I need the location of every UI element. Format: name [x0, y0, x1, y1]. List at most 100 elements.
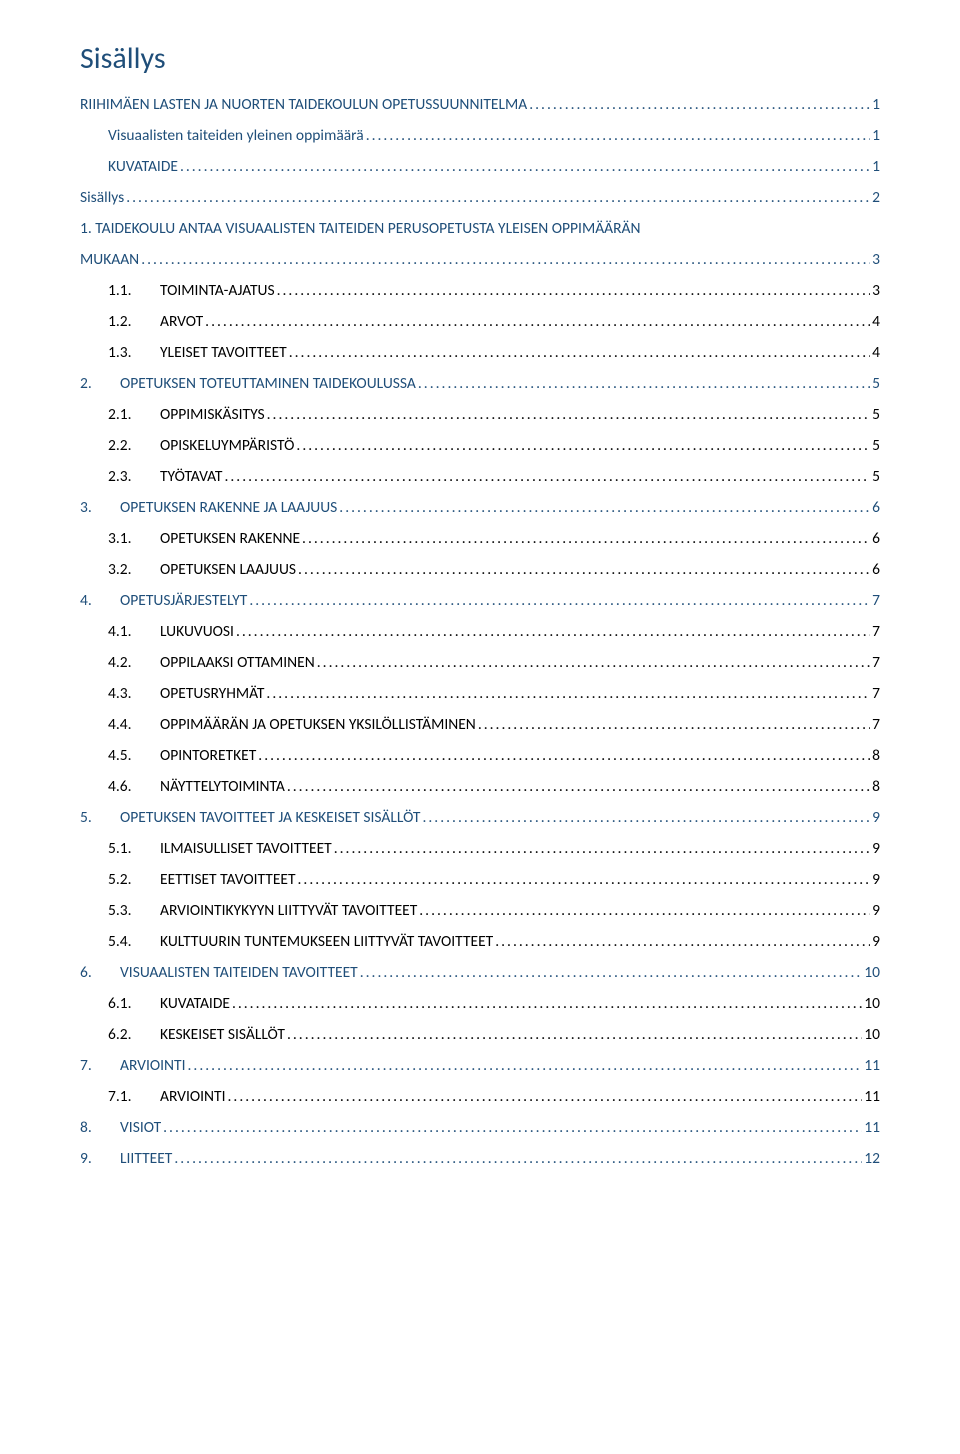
toc-entry-label: 5.OPETUKSEN TAVOITTEET JA KESKEISET SISÄ…	[80, 802, 420, 833]
toc-entry[interactable]: 4.2.OPPILAAKSI OTTAMINEN 7	[80, 647, 880, 678]
toc-entry-number: 6.1.	[108, 988, 160, 1019]
toc-entry-page: 9	[872, 926, 880, 957]
toc-entry-label: 4.2.OPPILAAKSI OTTAMINEN	[108, 647, 315, 678]
toc-entry-label: 4.3.OPETUSRYHMÄT	[108, 678, 264, 709]
toc-entry[interactable]: 7.ARVIOINTI 11	[80, 1050, 880, 1081]
toc-entry-label: 2.3.TYÖTAVAT	[108, 461, 222, 492]
toc-entry-page: 1	[872, 120, 880, 151]
toc-entry[interactable]: 5.2.EETTISET TAVOITTEET 9	[80, 864, 880, 895]
toc-entry-page: 9	[872, 802, 880, 833]
toc-leader	[478, 709, 870, 740]
toc-entry-number: 2.3.	[108, 461, 160, 492]
toc-entry-label: RIIHIMÄEN LASTEN JA NUORTEN TAIDEKOULUN …	[80, 89, 527, 120]
toc-leader	[298, 554, 870, 585]
toc-entry[interactable]: 4.4.OPPIMÄÄRÄN JA OPETUKSEN YKSILÖLLISTÄ…	[80, 709, 880, 740]
toc-entry-label: 1. TAIDEKOULU ANTAA VISUAALISTEN TAITEID…	[80, 213, 641, 244]
toc-leader	[334, 833, 870, 864]
toc-entry[interactable]: Sisällys 2	[80, 182, 880, 213]
toc-entry-number: 8.	[80, 1112, 120, 1143]
toc-entry-label: 5.1.ILMAISULLISET TAVOITTEET	[108, 833, 332, 864]
toc-leader	[317, 647, 870, 678]
toc-entry[interactable]: 4.5.OPINTORETKET 8	[80, 740, 880, 771]
toc-entry[interactable]: Visuaalisten taiteiden yleinen oppimäärä…	[80, 120, 880, 151]
toc-entry-label: 6.VISUAALISTEN TAITEIDEN TAVOITTEET	[80, 957, 358, 988]
toc-entry[interactable]: 7.1.ARVIOINTI 11	[80, 1081, 880, 1112]
toc-entry-number: 2.1.	[108, 399, 160, 430]
toc-entry-page: 5	[872, 461, 880, 492]
toc-entry-label: 4.6.NÄYTTELYTOIMINTA	[108, 771, 285, 802]
toc-entry-page: 7	[872, 709, 880, 740]
toc-entry-label: Sisällys	[80, 182, 124, 213]
toc-leader	[163, 1112, 862, 1143]
toc-entry-page: 11	[864, 1050, 880, 1081]
toc-leader	[277, 275, 871, 306]
toc-entry[interactable]: 2.2.OPISKELUYMPÄRISTÖ 5	[80, 430, 880, 461]
toc-leader	[232, 988, 862, 1019]
toc-entry[interactable]: 6.2.KESKEISET SISÄLLÖT 10	[80, 1019, 880, 1050]
toc-entry-number: 5.4.	[108, 926, 160, 957]
toc-entry[interactable]: 1. TAIDEKOULU ANTAA VISUAALISTEN TAITEID…	[80, 213, 880, 244]
toc-entry[interactable]: 4.OPETUSJÄRJESTELYT 7	[80, 585, 880, 616]
toc-entry[interactable]: 8.VISIOT 11	[80, 1112, 880, 1143]
toc-entry-page: 9	[872, 833, 880, 864]
toc-entry[interactable]: 2.3.TYÖTAVAT 5	[80, 461, 880, 492]
toc-entry-label: 3.OPETUKSEN RAKENNE JA LAAJUUS	[80, 492, 337, 523]
toc-leader	[141, 244, 870, 275]
toc-entry-page: 8	[872, 740, 880, 771]
toc-entry[interactable]: 1.2.ARVOT 4	[80, 306, 880, 337]
toc-entry[interactable]: 3.2.OPETUKSEN LAAJUUS 6	[80, 554, 880, 585]
toc-entry[interactable]: KUVATAIDE 1	[80, 151, 880, 182]
toc-entry[interactable]: 2.OPETUKSEN TOTEUTTAMINEN TAIDEKOULUSSA …	[80, 368, 880, 399]
toc-entry[interactable]: 5.OPETUKSEN TAVOITTEET JA KESKEISET SISÄ…	[80, 802, 880, 833]
toc-entry[interactable]: 4.6.NÄYTTELYTOIMINTA 8	[80, 771, 880, 802]
toc-entry[interactable]: 4.1.LUKUVUOSI 7	[80, 616, 880, 647]
toc-entry[interactable]: 5.3.ARVIOINTIKYKYYN LIITTYVÄT TAVOITTEET…	[80, 895, 880, 926]
toc-entry[interactable]: 4.3.OPETUSRYHMÄT 7	[80, 678, 880, 709]
toc-entry[interactable]: 2.1.OPPIMISKÄSITYS 5	[80, 399, 880, 430]
toc-entry[interactable]: MUKAAN 3	[80, 244, 880, 275]
toc-entry-label: MUKAAN	[80, 244, 139, 275]
toc-leader	[298, 864, 871, 895]
toc-entry-number: 4.1.	[108, 616, 160, 647]
toc-entry[interactable]: 6.VISUAALISTEN TAITEIDEN TAVOITTEET 10	[80, 957, 880, 988]
toc-entry-label: 4.4.OPPIMÄÄRÄN JA OPETUKSEN YKSILÖLLISTÄ…	[108, 709, 476, 740]
toc-leader	[287, 771, 870, 802]
toc-entry-page: 10	[864, 957, 880, 988]
toc-entry-page: 7	[872, 616, 880, 647]
toc-entry-label: 1.1.TOIMINTA-AJATUS	[108, 275, 275, 306]
toc-leader	[126, 182, 870, 213]
toc-entry[interactable]: 6.1.KUVATAIDE 10	[80, 988, 880, 1019]
toc-entry-number: 5.1.	[108, 833, 160, 864]
toc-leader	[266, 678, 870, 709]
toc-entry[interactable]: 3.OPETUKSEN RAKENNE JA LAAJUUS 6	[80, 492, 880, 523]
toc-entry-number: 2.2.	[108, 430, 160, 461]
toc-entry-label: 2.OPETUKSEN TOTEUTTAMINEN TAIDEKOULUSSA	[80, 368, 416, 399]
toc-entry-page: 8	[872, 771, 880, 802]
toc-entry-page: 4	[872, 306, 880, 337]
toc-entry-label: 1.3.YLEISET TAVOITTEET	[108, 337, 287, 368]
toc-entry-label: 5.2.EETTISET TAVOITTEET	[108, 864, 296, 895]
toc-leader	[287, 1019, 862, 1050]
toc-entry-label: 4.1.LUKUVUOSI	[108, 616, 234, 647]
toc-entry-number: 6.	[80, 957, 120, 988]
toc-entry[interactable]: 3.1.OPETUKSEN RAKENNE 6	[80, 523, 880, 554]
toc-entry[interactable]: 9.LIITTEET 12	[80, 1143, 880, 1174]
toc-entry-page: 6	[872, 554, 880, 585]
toc-leader	[267, 399, 871, 430]
toc-entry-number: 1.2.	[108, 306, 160, 337]
toc-entry-number: 4.	[80, 585, 120, 616]
toc-entry[interactable]: 5.4.KULTTUURIN TUNTEMUKSEEN LIITTYVÄT TA…	[80, 926, 880, 957]
toc-entry[interactable]: RIIHIMÄEN LASTEN JA NUORTEN TAIDEKOULUN …	[80, 89, 880, 120]
toc-leader	[296, 430, 870, 461]
toc-entry-page: 5	[872, 399, 880, 430]
toc-entry[interactable]: 1.1.TOIMINTA-AJATUS 3	[80, 275, 880, 306]
toc-leader	[188, 1050, 863, 1081]
toc-leader	[419, 895, 870, 926]
toc-entry[interactable]: 5.1.ILMAISULLISET TAVOITTEET 9	[80, 833, 880, 864]
toc-entry-page: 1	[872, 151, 880, 182]
toc-entry-number: 7.	[80, 1050, 120, 1081]
toc-entry-number: 4.5.	[108, 740, 160, 771]
toc-entry[interactable]: 1.3.YLEISET TAVOITTEET 4	[80, 337, 880, 368]
toc-leader	[236, 616, 870, 647]
toc-entry-number: 1.1.	[108, 275, 160, 306]
